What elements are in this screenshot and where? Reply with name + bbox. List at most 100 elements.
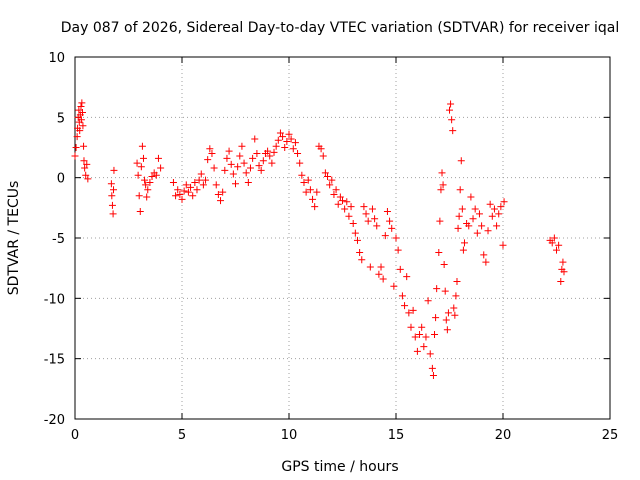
- y-tick-label: 5: [57, 111, 65, 126]
- data-point: [401, 302, 409, 310]
- data-point: [500, 198, 508, 206]
- data-point: [71, 152, 79, 160]
- data-point: [373, 222, 381, 230]
- data-point: [313, 188, 321, 196]
- data-point: [324, 172, 332, 180]
- data-point: [438, 169, 446, 177]
- data-point: [550, 234, 558, 242]
- data-point: [193, 186, 201, 194]
- data-point: [311, 203, 319, 211]
- data-point: [386, 217, 394, 225]
- data-point: [439, 181, 447, 189]
- data-point: [555, 241, 563, 249]
- data-point: [182, 181, 190, 189]
- data-point: [206, 145, 214, 153]
- y-tick-label: -20: [44, 413, 65, 428]
- data-point: [296, 159, 304, 167]
- data-point: [300, 178, 308, 186]
- data-point: [133, 159, 141, 167]
- data-point: [144, 186, 152, 194]
- data-point: [440, 261, 448, 269]
- data-point: [362, 210, 370, 218]
- data-point: [451, 311, 459, 319]
- data-point: [450, 304, 458, 312]
- data-point: [334, 200, 342, 208]
- data-point: [246, 164, 254, 172]
- data-point: [392, 234, 400, 242]
- data-point: [238, 142, 246, 150]
- data-point: [107, 180, 115, 188]
- y-tick-label: -15: [44, 353, 65, 368]
- data-point: [309, 195, 317, 203]
- data-point: [480, 251, 488, 259]
- data-point: [204, 156, 212, 164]
- data-point: [426, 350, 434, 358]
- data-point: [447, 100, 455, 108]
- data-point: [154, 154, 162, 162]
- data-point: [471, 205, 479, 213]
- data-point: [77, 116, 85, 124]
- x-tick-label: 15: [388, 428, 405, 443]
- data-point: [377, 263, 385, 271]
- data-point: [420, 343, 428, 351]
- data-point: [291, 139, 299, 147]
- data-point: [490, 205, 498, 213]
- data-point: [413, 347, 421, 355]
- data-point: [199, 181, 207, 189]
- data-point: [191, 178, 199, 186]
- data-point: [332, 186, 340, 194]
- data-point: [270, 148, 278, 156]
- data-point: [146, 178, 154, 186]
- data-point: [109, 210, 117, 218]
- data-point: [460, 239, 468, 247]
- data-point: [559, 258, 567, 266]
- data-point: [184, 188, 192, 196]
- data-point: [443, 326, 451, 334]
- data-point: [264, 147, 272, 155]
- data-point: [80, 157, 88, 165]
- data-point: [266, 152, 274, 160]
- data-point: [317, 145, 325, 153]
- data-point: [455, 212, 463, 220]
- data-point: [217, 197, 225, 205]
- data-point: [223, 154, 231, 162]
- data-point: [353, 236, 361, 244]
- data-point: [294, 150, 302, 158]
- data-point: [255, 162, 263, 170]
- y-tick-label: -5: [52, 232, 65, 247]
- data-point: [326, 181, 334, 189]
- data-point: [319, 152, 327, 160]
- data-point: [242, 169, 250, 177]
- data-point: [249, 154, 257, 162]
- data-point: [172, 192, 180, 200]
- data-point: [473, 229, 481, 237]
- data-point: [176, 191, 184, 199]
- y-axis-label: SDTVAR / TECUs: [6, 181, 22, 296]
- data-point: [77, 102, 85, 110]
- data-point: [341, 205, 349, 213]
- data-point: [454, 224, 462, 232]
- data-point: [442, 316, 450, 324]
- data-point: [138, 142, 146, 150]
- grid-lines: [75, 57, 610, 419]
- data-point: [495, 210, 503, 218]
- data-point: [178, 195, 186, 203]
- data-point: [459, 246, 467, 254]
- data-point: [240, 159, 248, 167]
- data-point: [110, 166, 118, 174]
- data-point: [418, 323, 426, 331]
- data-points: [71, 99, 568, 380]
- data-point: [298, 171, 306, 179]
- data-point: [236, 152, 244, 160]
- chart-title: Day 087 of 2026, Sidereal Day-to-day VTE…: [61, 20, 619, 36]
- data-point: [422, 333, 430, 341]
- x-tick-label: 5: [178, 428, 186, 443]
- data-point: [75, 106, 83, 114]
- data-point: [225, 147, 233, 155]
- data-point: [259, 157, 267, 165]
- data-point: [493, 222, 501, 230]
- data-point: [328, 176, 336, 184]
- data-point: [208, 150, 216, 158]
- data-point: [268, 159, 276, 167]
